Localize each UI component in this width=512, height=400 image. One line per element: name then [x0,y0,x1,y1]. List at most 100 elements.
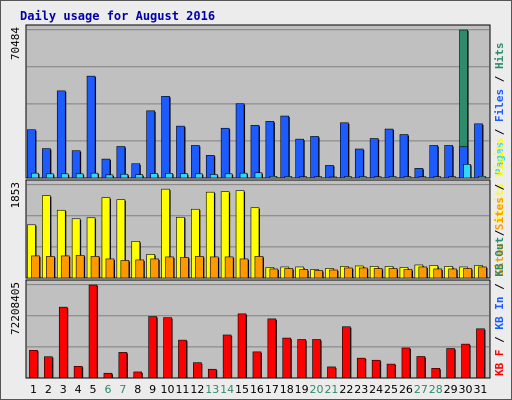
pages-bar [314,176,322,179]
day-label: 26 [399,383,413,396]
sites-bar [165,256,174,279]
chart-title: Daily usage for August 2016 [20,9,216,23]
legend-entry: KB F [493,350,506,377]
pages-bar [60,173,69,179]
legend-entry: Visits [493,183,506,223]
pages-bar [135,174,144,179]
pages-bar [46,173,54,179]
y-max-label: 72208405 [9,282,22,335]
legend-separator: / [493,330,506,350]
kbytes-bar [461,343,470,379]
legend-hits-files-pages: Pages / Files / Hits [493,43,506,176]
kbytes-bar [416,356,426,379]
legend-separator: / [493,277,506,297]
files-bar [250,124,260,179]
legend-entry: KB In [493,297,506,330]
day-label: 29 [444,383,458,396]
files-bar [429,145,439,179]
kbytes-bar [178,339,187,379]
day-label: 24 [369,383,383,396]
kbytes-bar [73,365,83,379]
sites-bar [195,256,204,279]
y-axis-labels: 70484 1853 72208405 [9,27,22,335]
day-label: 15 [235,383,249,396]
day-label: 3 [60,383,67,396]
kbytes-bar [371,359,381,379]
pages-bar [463,164,471,179]
sites-bar [344,267,353,279]
pages-bar [418,176,427,179]
pages-bar [433,176,442,179]
sites-bar [329,269,338,279]
sites-bar [269,268,279,279]
legend-entry: Pages [493,142,506,175]
files-bar [86,75,96,179]
day-label: 21 [324,383,338,396]
day-label: 25 [384,383,398,396]
pages-bar [358,176,367,179]
kbytes-bar [282,337,292,379]
pages-bar [165,173,173,179]
legend-separator: / [493,69,506,89]
day-label: 23 [354,383,368,396]
kbytes-bar [193,362,202,379]
files-bar [295,138,304,179]
sites-bar [388,268,398,279]
files-bar [474,123,483,179]
kbytes-bar [118,352,128,379]
files-bar [444,145,453,179]
kbytes-bar [29,350,38,379]
pages-bar [344,176,352,179]
sites-bar [358,267,368,279]
day-label: 11 [175,383,189,396]
kbytes-bar [476,328,485,379]
legend-entry: KB Out [493,230,506,276]
sites-bar [478,266,487,279]
kbytes-bar [401,347,411,379]
pages-bar [209,174,218,179]
day-label: 17 [265,383,279,396]
kbytes-bar [386,363,396,379]
files-bar [191,145,200,179]
day-label: 4 [75,383,82,396]
kbytes-bar [237,313,247,379]
sites-bar [90,256,100,279]
chart-panels [25,24,491,379]
kbytes-bar [252,351,262,379]
sites-bar [105,258,115,279]
sites-bar [463,268,472,279]
files-bar [220,127,230,179]
legend-separator: / [493,122,506,142]
files-bar [265,121,275,179]
day-label: 1 [30,383,37,396]
sites-bar [254,256,264,279]
legend-kbytes: KB F / KB In / KB Out Sites / Visits [493,138,506,376]
sites-bar [135,259,145,279]
kbytes-bar [133,371,143,379]
day-label: 28 [429,383,443,396]
pages-bar [180,173,188,179]
files-bar [27,129,36,179]
kbytes-bar [88,284,98,379]
files-bar [146,110,155,179]
pages-bar [448,176,456,179]
kbytes-bar [297,339,306,379]
files-bar [369,138,379,179]
pages-bar [329,176,337,179]
kbytes-bar [446,348,455,379]
pages-bar [105,174,114,179]
pages-bar [388,176,397,179]
files-bar [399,134,409,179]
day-label: 14 [220,383,234,396]
day-label: 18 [280,383,294,396]
kbytes-bar [431,368,441,379]
sites-bar [224,256,234,279]
sites-bar [403,269,413,279]
legend-separator: / [493,177,506,197]
sites-bar [120,260,130,279]
legend-visits-sites: Sites / Visits [493,183,506,276]
kbytes-bar [44,356,53,379]
files-bar [176,125,185,179]
day-label: 30 [459,383,473,396]
